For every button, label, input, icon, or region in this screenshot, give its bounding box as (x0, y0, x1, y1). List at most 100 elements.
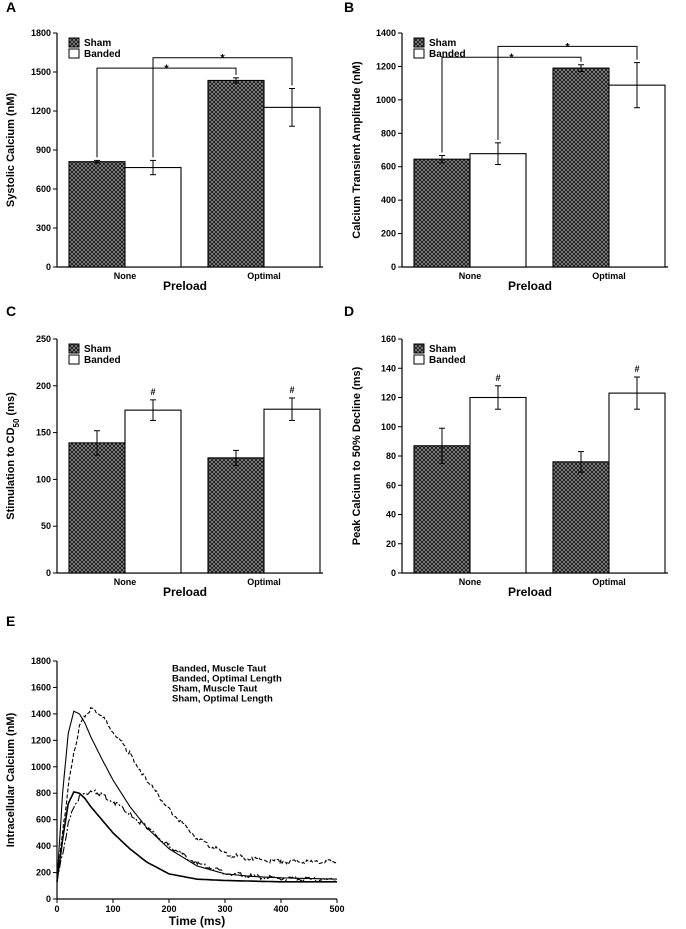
y-tick-label: 0 (391, 568, 396, 578)
y-tick-label: 600 (381, 162, 396, 172)
x-tick-label: 200 (161, 904, 176, 914)
y-tick-label: 1000 (376, 95, 396, 105)
legend-label-banded: Banded (429, 355, 466, 366)
y-tick-label: 400 (381, 195, 396, 205)
legend-label-e-1: Banded, Optimal Length (172, 674, 282, 685)
y-tick-label: 1800 (31, 28, 51, 38)
legend-label-e-2: Sham, Muscle Taut (172, 684, 258, 695)
legend-swatch-banded (68, 354, 80, 365)
legend-label-sham: Sham (84, 344, 111, 355)
y-axis-label: Calcium Transient Amplitude (nM) (351, 61, 363, 239)
y-tick-label: 100 (36, 474, 51, 484)
panel-letter-e: E (6, 613, 15, 629)
significance-star: * (164, 63, 169, 75)
legend-swatch-banded (68, 48, 80, 59)
panel-b: B 0 200 400 600 800 1000 1200 1400 Calcium Transi… (344, 0, 668, 293)
x-tick-label: 300 (217, 904, 232, 914)
panel-a: A 0 300 600 900 1200 1500 1800 Systolic Calcium … (5, 0, 323, 293)
bar-banded-optimal (263, 408, 321, 574)
y-tick-label: 1800 (31, 656, 51, 666)
x-tick-label: 500 (329, 904, 344, 914)
y-tick-label: 140 (381, 363, 396, 373)
x-tick-label-none: None (459, 271, 482, 281)
y-tick-label: 400 (36, 841, 51, 851)
significance-bracket (497, 45, 638, 140)
x-tick-label-optimal: Optimal (247, 271, 281, 281)
y-axis-label: Intracellular Calcium (nM) (5, 712, 17, 847)
y-tick-label: 1000 (31, 762, 51, 772)
y-axis-label-main: Systolic Calcium (nM) (5, 93, 17, 208)
y-tick-label: 40 (386, 510, 396, 520)
y-tick-label: 1200 (31, 106, 51, 116)
y-tick-label: 60 (386, 480, 396, 490)
series-line-0 (56, 789, 338, 883)
y-tick-label: 900 (36, 145, 51, 155)
legend-swatch-banded (413, 48, 425, 59)
x-tick-label-optimal: Optimal (592, 271, 626, 281)
x-tick-label-optimal: Optimal (592, 577, 626, 587)
panel-d: D 0 20 40 60 80 100 120 140 160 Peak Calcium to 50… (344, 303, 668, 599)
y-tick-label: 600 (36, 815, 51, 825)
significance-bracket (96, 67, 237, 158)
significance-star: * (509, 52, 514, 64)
y-tick-label: 0 (46, 262, 51, 272)
y-tick-label: 120 (381, 393, 396, 403)
x-tick-label-none: None (114, 271, 137, 281)
bar-banded-none (124, 167, 182, 268)
series-line-2 (56, 790, 337, 883)
bar-sham-optimal (552, 67, 610, 268)
significance-hash: # (495, 373, 500, 383)
y-tick-label: 1200 (31, 735, 51, 745)
y-tick-label: 250 (36, 334, 51, 344)
y-axis-label-main: Calcium Transient Amplitude (nM) (351, 61, 363, 239)
y-tick-label: 1400 (31, 709, 51, 719)
significance-bracket (441, 56, 582, 153)
x-axis-label: Preload (163, 279, 207, 293)
y-tick-label: 80 (386, 451, 396, 461)
panel-letter-a: A (6, 0, 16, 15)
legend-label-banded: Banded (429, 49, 466, 60)
y-tick-label: 800 (381, 128, 396, 138)
y-tick-label: 100 (381, 422, 396, 432)
significance-star: * (220, 53, 225, 65)
bar-sham-optimal (207, 79, 265, 268)
y-tick-label: 0 (391, 262, 396, 272)
y-axis-label-main: Peak Calcium to 50% Decline (ms) (351, 366, 363, 545)
series-line-3 (56, 710, 338, 882)
y-axis-label: Systolic Calcium (nM) (5, 93, 17, 208)
x-axis-label: Time (ms) (169, 914, 225, 928)
y-tick-label: 200 (381, 229, 396, 239)
significance-hash: # (289, 385, 294, 395)
legend-label-e-0: Banded, Muscle Taut (172, 664, 267, 675)
x-axis-label: Preload (508, 279, 552, 293)
legend-label-sham: Sham (429, 38, 456, 49)
legend-swatch-banded (413, 354, 425, 365)
bar-banded-none (124, 409, 182, 574)
y-tick-label: 200 (36, 381, 51, 391)
y-axis-label: Peak Calcium to 50% Decline (ms) (351, 366, 363, 545)
y-tick-label: 800 (36, 788, 51, 798)
y-tick-label: 150 (36, 428, 51, 438)
y-tick-label: 160 (381, 334, 396, 344)
bar-banded-none (469, 396, 527, 574)
x-tick-label-none: None (459, 577, 482, 587)
x-tick-label: 400 (273, 904, 288, 914)
bar-sham-none (413, 158, 471, 268)
bar-sham-optimal (552, 461, 610, 574)
y-axis-label-main: Stimulation to CD (5, 427, 17, 519)
y-axis-label-sub: 50 (12, 418, 21, 427)
x-tick-label: 0 (54, 904, 59, 914)
bar-banded-optimal (608, 84, 666, 268)
y-tick-label: 300 (36, 223, 51, 233)
bar-banded-none (469, 153, 527, 268)
legend-label-sham: Sham (429, 344, 456, 355)
bar-banded-optimal (608, 392, 666, 574)
y-tick-label: 200 (36, 868, 51, 878)
x-tick-label: 100 (105, 904, 120, 914)
y-tick-label: 0 (46, 568, 51, 578)
legend-label-banded: Banded (84, 49, 121, 60)
significance-hash: # (634, 364, 639, 374)
legend-swatch-sham (68, 37, 80, 48)
